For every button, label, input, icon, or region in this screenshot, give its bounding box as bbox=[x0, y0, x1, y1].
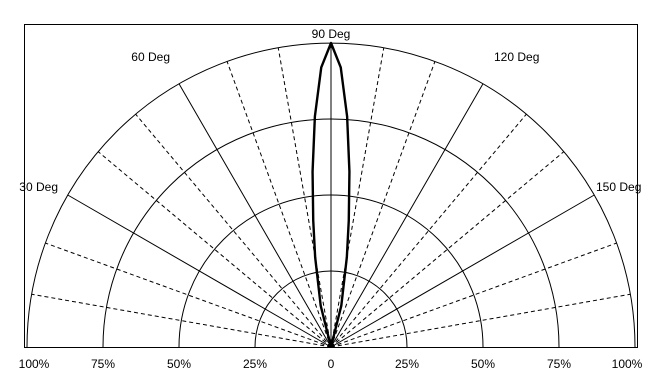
series-layer bbox=[311, 41, 351, 348]
radius-label-right-100: 100% bbox=[612, 357, 643, 371]
spoke-major-120 bbox=[330, 83, 484, 348]
spoke-minor-110 bbox=[330, 61, 436, 348]
series-line-0 bbox=[311, 41, 351, 348]
radius-label-left-75: 75% bbox=[91, 357, 115, 371]
radius-label-left-50: 50% bbox=[167, 357, 191, 371]
radius-label-right-25: 25% bbox=[395, 357, 419, 371]
spoke-minor-130 bbox=[330, 113, 527, 348]
angle-label-150: 150 Deg bbox=[596, 180, 641, 194]
spoke-minor-20 bbox=[45, 242, 332, 348]
spoke-minor-160 bbox=[330, 242, 617, 348]
spoke-minor-100 bbox=[330, 47, 385, 348]
radius-label-right-75: 75% bbox=[547, 357, 571, 371]
grid-spokes bbox=[31, 43, 631, 348]
spoke-minor-140 bbox=[330, 151, 565, 348]
angle-label-120: 120 Deg bbox=[494, 50, 539, 64]
radius-label-left-25: 25% bbox=[243, 357, 267, 371]
spoke-minor-80 bbox=[277, 47, 332, 348]
angle-label-30: 30 Deg bbox=[19, 180, 58, 194]
spoke-major-60 bbox=[178, 83, 332, 348]
spoke-minor-10 bbox=[31, 293, 332, 348]
spoke-minor-170 bbox=[330, 293, 631, 348]
angle-label-90: 90 Deg bbox=[312, 27, 351, 41]
radius-labels: 100% 75% 50% 25% 0 25% 50% 75% 100% bbox=[19, 357, 643, 371]
radius-label-left-100: 100% bbox=[19, 357, 50, 371]
chart-frame bbox=[24, 24, 638, 348]
spoke-major-30 bbox=[67, 194, 332, 348]
spoke-major-150 bbox=[330, 194, 595, 348]
spoke-minor-40 bbox=[97, 151, 332, 348]
radius-label-right-50: 50% bbox=[471, 357, 495, 371]
radius-label-center-0: 0 bbox=[328, 357, 335, 371]
angle-labels: 30 Deg 60 Deg 90 Deg 120 Deg 150 Deg bbox=[19, 27, 641, 194]
spoke-minor-50 bbox=[135, 113, 332, 348]
spoke-minor-70 bbox=[226, 61, 332, 348]
angle-label-60: 60 Deg bbox=[131, 50, 170, 64]
